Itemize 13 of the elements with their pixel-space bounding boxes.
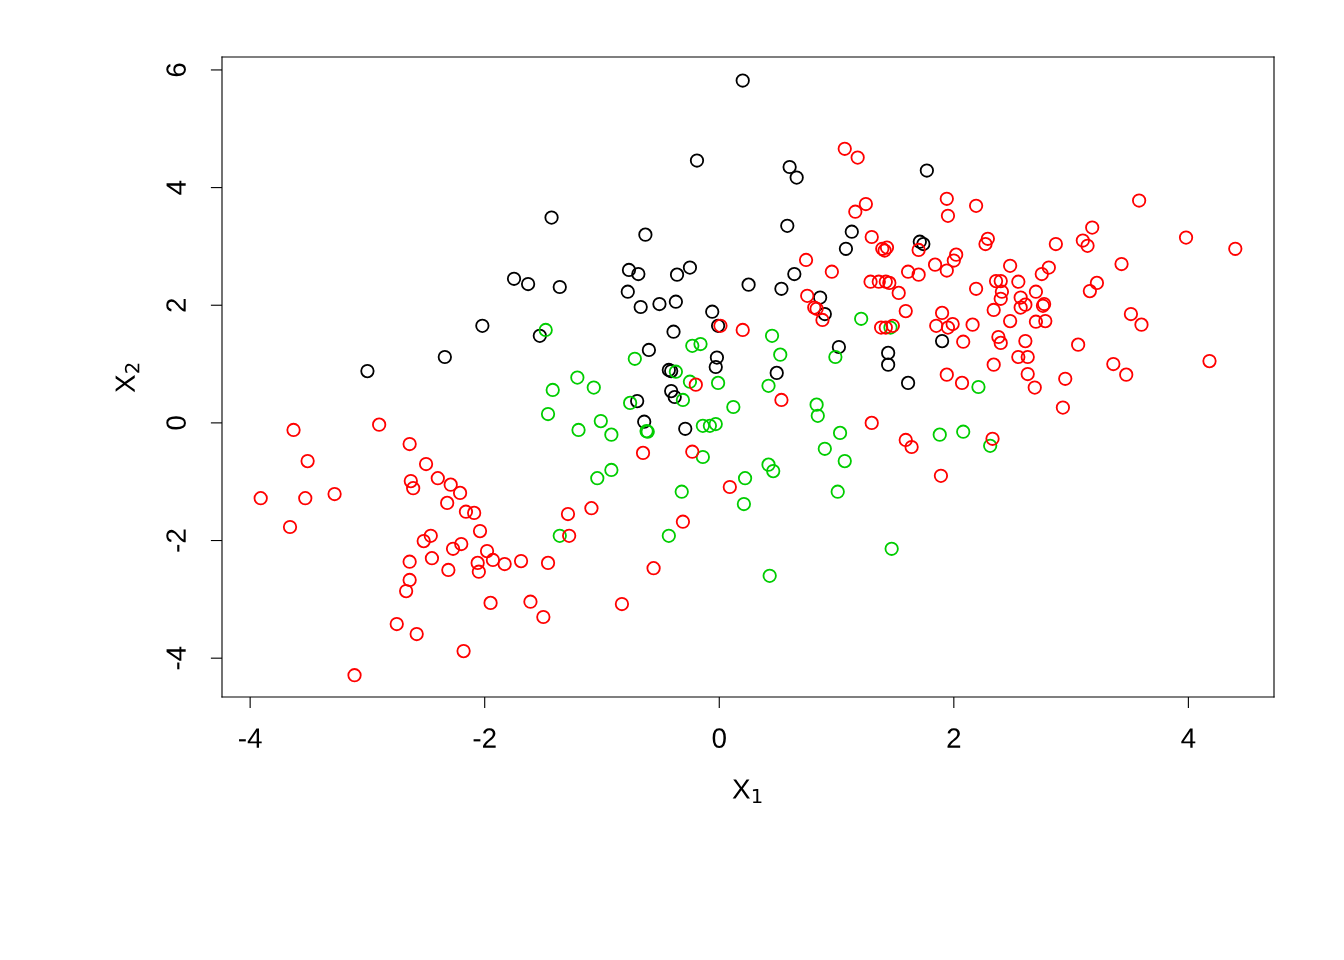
x-tick-label: 2 <box>947 728 961 748</box>
x-tick-label: 0 <box>712 728 726 748</box>
x-tick-label: 4 <box>1181 728 1196 748</box>
y-tick-label: -4 <box>166 646 186 670</box>
x-tick-label: -4 <box>239 728 262 748</box>
y-tick-label: 2 <box>166 298 186 312</box>
x-axis-title: X$_{1}$ <box>732 779 762 804</box>
y-tick-label: -2 <box>166 529 186 552</box>
y-axis-title: X$_{2}$ <box>115 363 140 393</box>
y-tick-label: 6 <box>166 63 186 77</box>
y-tick-label: 0 <box>166 416 186 430</box>
y-tick-label: 4 <box>166 180 186 195</box>
x-tick-label: -2 <box>473 728 496 748</box>
